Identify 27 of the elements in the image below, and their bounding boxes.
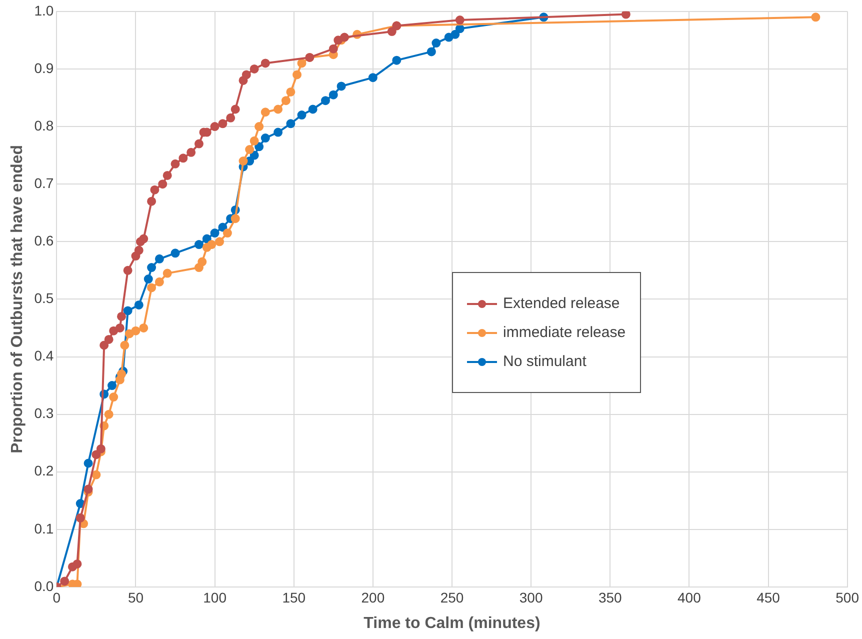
x-axis-title: Time to Calm (minutes) [364,614,540,632]
legend-label: No stimulant [503,353,586,370]
x-tick-label: 200 [361,589,385,606]
y-tick-label: 0.3 [34,405,54,422]
x-tick-label: 300 [519,589,543,606]
y-tick-label: 0.2 [34,462,54,479]
y-tick-label: 0.1 [34,520,54,536]
legend-label: immediate release [503,324,626,341]
y-tick-label: 1.0 [34,2,54,18]
x-tick-label: 50 [128,589,144,606]
y-tick-label: 0.9 [34,60,54,76]
x-tick-label: 250 [440,589,464,606]
y-axis-title: Proportion of Outbursts that have ended [9,144,26,454]
x-tick-label: 150 [282,589,306,606]
x-tick-label: 500 [836,589,860,606]
y-tick-label: 0.6 [34,232,54,248]
x-tick-label: 350 [598,589,622,606]
x-tick-label: 100 [203,589,227,606]
y-tick-label: 0.0 [34,578,54,594]
x-tick-label: 450 [756,589,780,606]
x-tick-label: 400 [678,589,702,606]
y-tick-label: 0.5 [34,290,54,306]
legend-label: Extended release [503,295,620,312]
y-tick-label: 0.8 [34,117,54,134]
y-tick-label: 0.4 [34,348,54,364]
y-tick-label: 0.7 [34,174,54,191]
x-tick-label: 0 [52,589,61,606]
